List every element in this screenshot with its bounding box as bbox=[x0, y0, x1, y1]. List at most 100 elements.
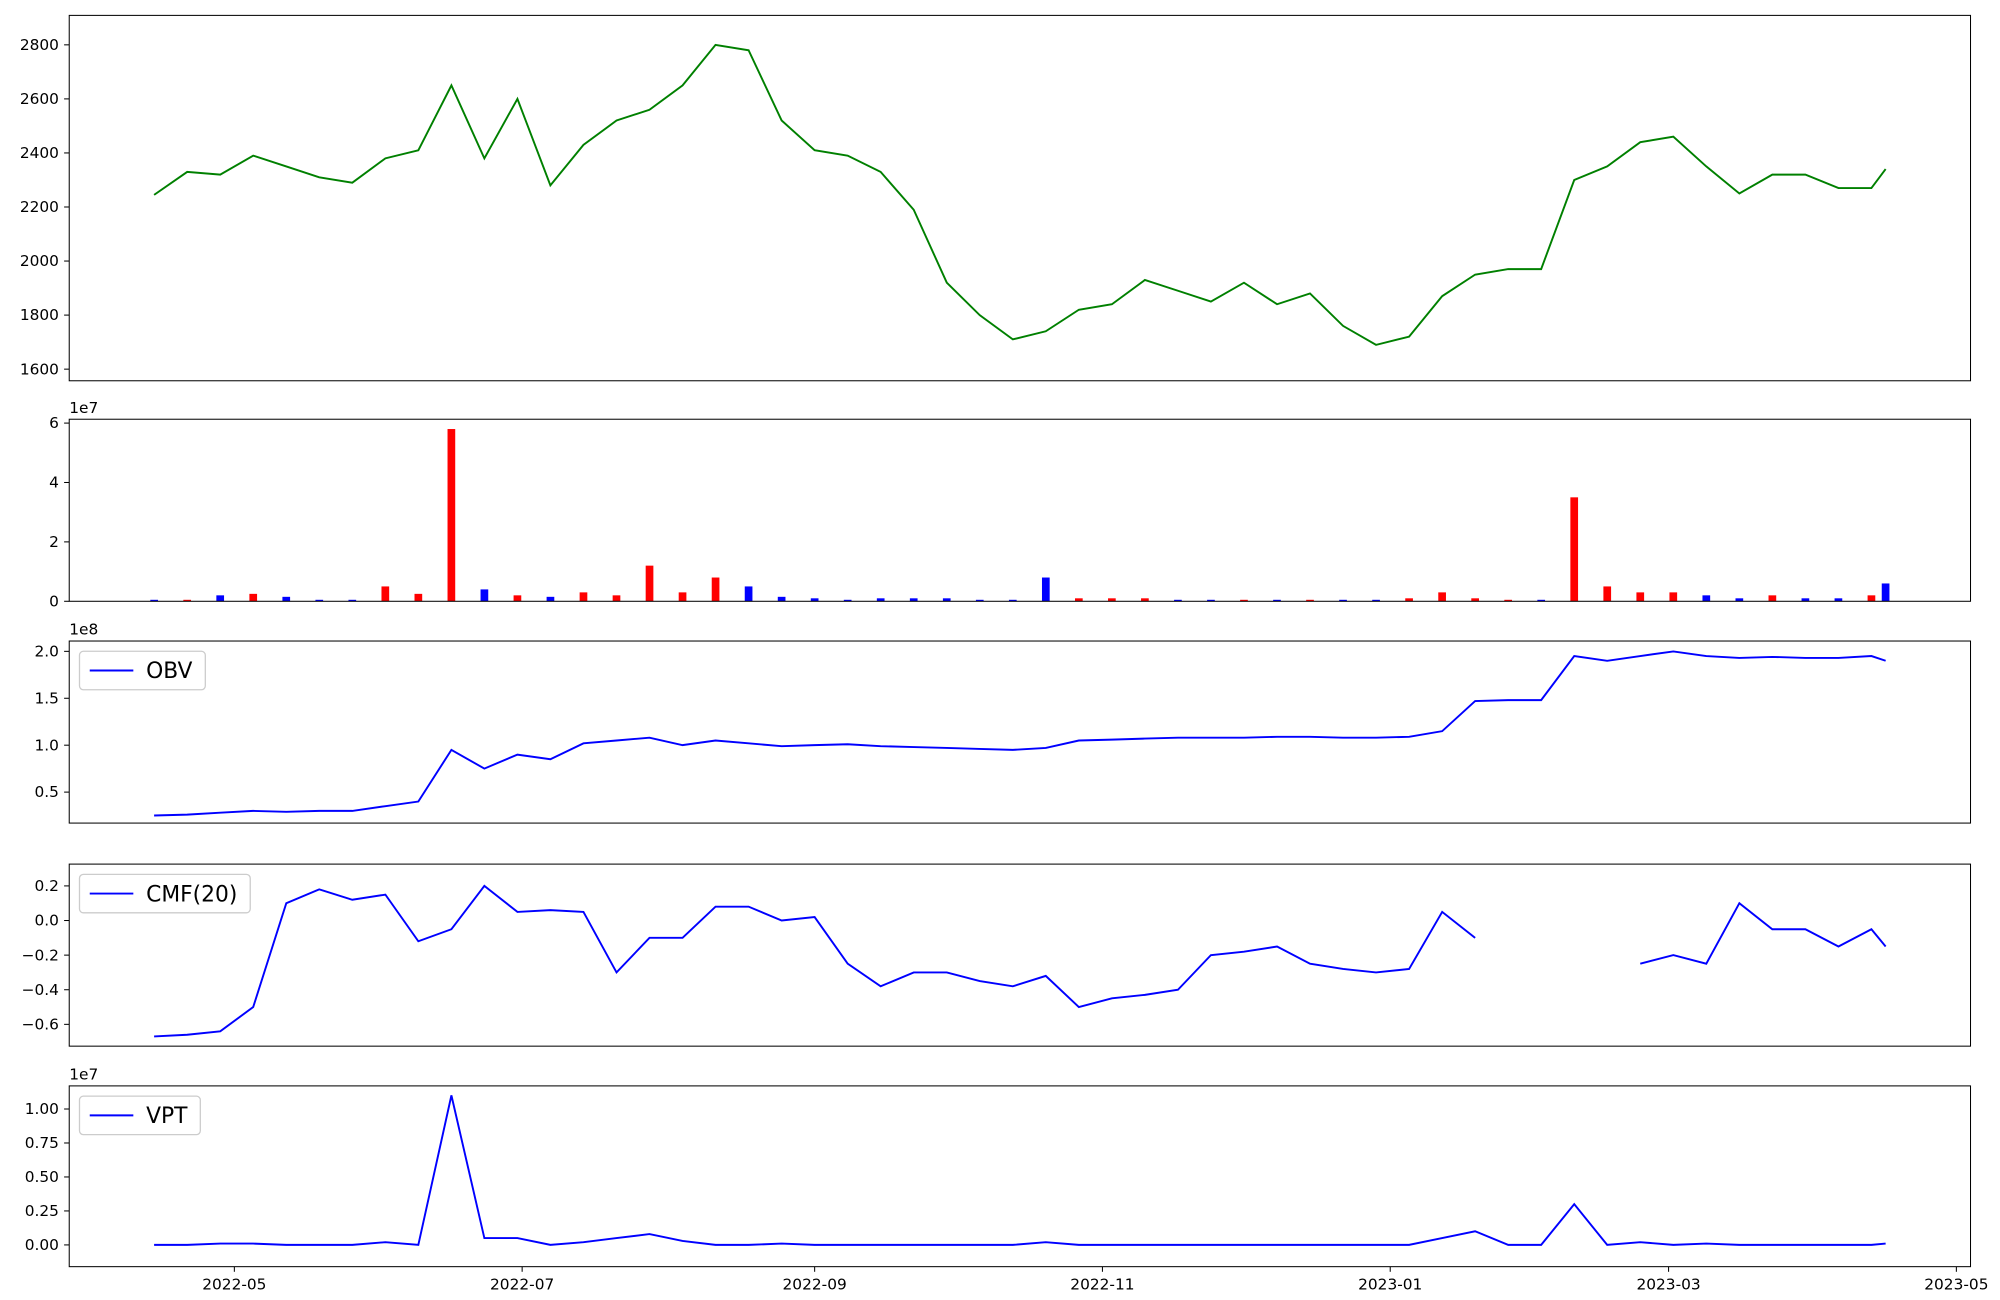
volume-bar bbox=[1834, 598, 1843, 602]
y-tick-label: 2400 bbox=[20, 144, 59, 162]
legend: CMF(20) bbox=[78, 873, 251, 914]
volume-bar bbox=[1537, 599, 1546, 602]
legend: OBV bbox=[78, 650, 206, 691]
volume-bar bbox=[1008, 599, 1017, 602]
plot-frame bbox=[68, 640, 1972, 824]
volume-bar bbox=[447, 429, 456, 602]
y-tick-label: −0.4 bbox=[22, 981, 59, 999]
y-tick-label: 0.25 bbox=[25, 1202, 59, 1220]
x-tick-label: 2022-11 bbox=[1070, 1276, 1134, 1294]
x-tick-label: 2022-09 bbox=[783, 1276, 847, 1294]
volume-bar bbox=[1339, 599, 1347, 602]
volume-bar bbox=[1801, 598, 1810, 602]
volume-bar bbox=[348, 599, 357, 602]
volume-bar bbox=[1041, 577, 1050, 602]
volume-bar bbox=[579, 592, 588, 602]
y-tick-label: 2000 bbox=[20, 252, 59, 270]
y-tick-label: 0.75 bbox=[25, 1134, 59, 1152]
volume-bar bbox=[1881, 583, 1890, 602]
volume-bar bbox=[1273, 599, 1281, 602]
y-tick-label: 6 bbox=[49, 414, 59, 432]
y-tick-label: 1.5 bbox=[35, 689, 59, 707]
data-line bbox=[154, 650, 1886, 817]
y-tick-label: 2600 bbox=[20, 90, 59, 108]
legend-label: OBV bbox=[146, 659, 192, 684]
volume-bar bbox=[1570, 497, 1579, 602]
volume-bar bbox=[1636, 592, 1645, 602]
x-tick-label: 2022-07 bbox=[490, 1276, 554, 1294]
volume-bar bbox=[1702, 595, 1711, 602]
volume-bar bbox=[1504, 599, 1513, 602]
legend: VPT bbox=[78, 1095, 201, 1136]
volume-bar bbox=[975, 599, 984, 602]
y-tick-label: 0.00 bbox=[25, 1236, 59, 1254]
volume-bar bbox=[1306, 599, 1314, 602]
volume-bar bbox=[645, 565, 654, 602]
legend-label: CMF(20) bbox=[146, 882, 237, 907]
volume-bar bbox=[249, 593, 258, 602]
volume-bar bbox=[183, 599, 192, 602]
y-tick-label: 1600 bbox=[20, 360, 59, 378]
volume-bar bbox=[1867, 595, 1876, 602]
volume-bar bbox=[909, 598, 918, 602]
volume-bar bbox=[843, 599, 852, 602]
volume-bar bbox=[1768, 595, 1777, 602]
y-tick-label: 0.5 bbox=[35, 783, 59, 801]
y-tick-label: 1.0 bbox=[35, 736, 59, 754]
volume-bar bbox=[1074, 598, 1083, 602]
volume-bar bbox=[1141, 598, 1149, 602]
volume-bar bbox=[1372, 599, 1380, 602]
data-line bbox=[153, 43, 1887, 346]
volume-bar bbox=[777, 596, 786, 602]
volume-bar bbox=[744, 586, 753, 602]
y-tick-label: 0.2 bbox=[35, 877, 59, 895]
y-tick-label: 2200 bbox=[20, 198, 59, 216]
volume-bar bbox=[810, 598, 819, 602]
volume-bar bbox=[315, 599, 324, 602]
volume-bar bbox=[1108, 598, 1116, 602]
y-tick-label: −0.6 bbox=[22, 1015, 59, 1033]
legend-box bbox=[78, 1095, 201, 1136]
volume-bar bbox=[1207, 599, 1215, 602]
x-tick-label: 2023-05 bbox=[1924, 1276, 1988, 1294]
volume-bar bbox=[381, 586, 390, 602]
volume-bar bbox=[1735, 598, 1744, 602]
y-tick-label: 0.50 bbox=[25, 1168, 59, 1186]
volume-bar bbox=[546, 596, 555, 602]
y-tick-label: 2 bbox=[49, 533, 59, 551]
volume-bar bbox=[1240, 599, 1248, 602]
volume-bar bbox=[282, 596, 291, 602]
y-tick-label: 1.00 bbox=[25, 1100, 59, 1118]
y-tick-label: 0 bbox=[49, 592, 59, 610]
volume-bar bbox=[1174, 599, 1182, 602]
y-tick-label: 2.0 bbox=[35, 642, 59, 660]
volume-bar bbox=[1471, 598, 1479, 602]
data-line bbox=[154, 1095, 1886, 1246]
offset-text: 1e7 bbox=[69, 399, 98, 417]
volume-bar bbox=[216, 595, 225, 602]
x-tick-label: 2023-01 bbox=[1358, 1276, 1422, 1294]
y-tick-label: −0.2 bbox=[22, 946, 59, 964]
volume-bar bbox=[1405, 598, 1413, 602]
y-tick-label: 2800 bbox=[20, 36, 59, 54]
legend-box bbox=[78, 873, 251, 914]
volume-bar bbox=[480, 589, 489, 602]
offset-text: 1e7 bbox=[69, 1065, 98, 1083]
x-tick-label: 2022-05 bbox=[202, 1276, 266, 1294]
volume-bar bbox=[942, 598, 951, 602]
volume-bar bbox=[1438, 592, 1446, 602]
volume-bar bbox=[150, 599, 158, 602]
y-tick-label: 4 bbox=[49, 474, 59, 492]
y-tick-label: 1800 bbox=[20, 306, 59, 324]
volume-bar bbox=[414, 593, 423, 602]
plot-frame bbox=[68, 418, 1972, 602]
plot-frame bbox=[68, 863, 1972, 1047]
volume-bar bbox=[1669, 592, 1678, 602]
plot-frame bbox=[68, 1085, 1972, 1268]
volume-bar bbox=[1603, 586, 1612, 602]
volume-bar bbox=[711, 577, 720, 602]
plot-frame bbox=[68, 14, 1972, 382]
legend-label: VPT bbox=[146, 1104, 188, 1129]
